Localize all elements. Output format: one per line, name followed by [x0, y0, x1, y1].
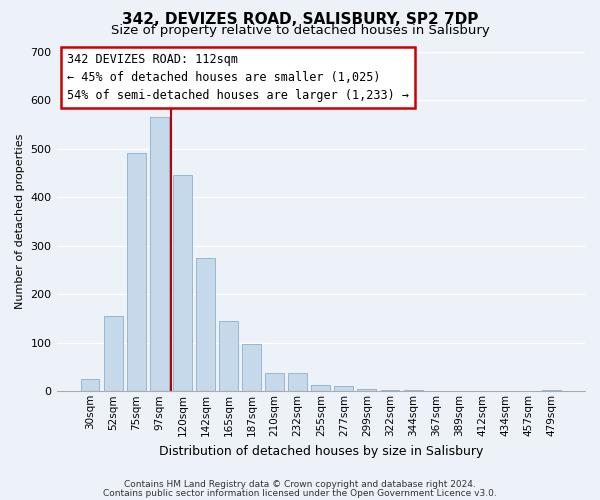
Text: Contains public sector information licensed under the Open Government Licence v3: Contains public sector information licen…	[103, 489, 497, 498]
Y-axis label: Number of detached properties: Number of detached properties	[15, 134, 25, 309]
Bar	[196, 258, 215, 392]
Bar	[288, 374, 307, 392]
Bar	[80, 379, 100, 392]
Text: Contains HM Land Registry data © Crown copyright and database right 2024.: Contains HM Land Registry data © Crown c…	[124, 480, 476, 489]
Text: 342 DEVIZES ROAD: 112sqm
← 45% of detached houses are smaller (1,025)
54% of sem: 342 DEVIZES ROAD: 112sqm ← 45% of detach…	[67, 53, 409, 102]
Bar	[219, 321, 238, 392]
Bar	[334, 386, 353, 392]
Text: 342, DEVIZES ROAD, SALISBURY, SP2 7DP: 342, DEVIZES ROAD, SALISBURY, SP2 7DP	[122, 12, 478, 28]
Bar	[358, 389, 376, 392]
Bar	[242, 344, 261, 392]
Text: Size of property relative to detached houses in Salisbury: Size of property relative to detached ho…	[110, 24, 490, 37]
Bar	[265, 374, 284, 392]
Bar	[380, 390, 400, 392]
Bar	[104, 316, 122, 392]
Bar	[150, 117, 169, 392]
X-axis label: Distribution of detached houses by size in Salisbury: Distribution of detached houses by size …	[158, 444, 483, 458]
Bar	[404, 390, 422, 392]
Bar	[173, 176, 192, 392]
Bar	[127, 154, 146, 392]
Bar	[542, 390, 561, 392]
Bar	[311, 385, 330, 392]
